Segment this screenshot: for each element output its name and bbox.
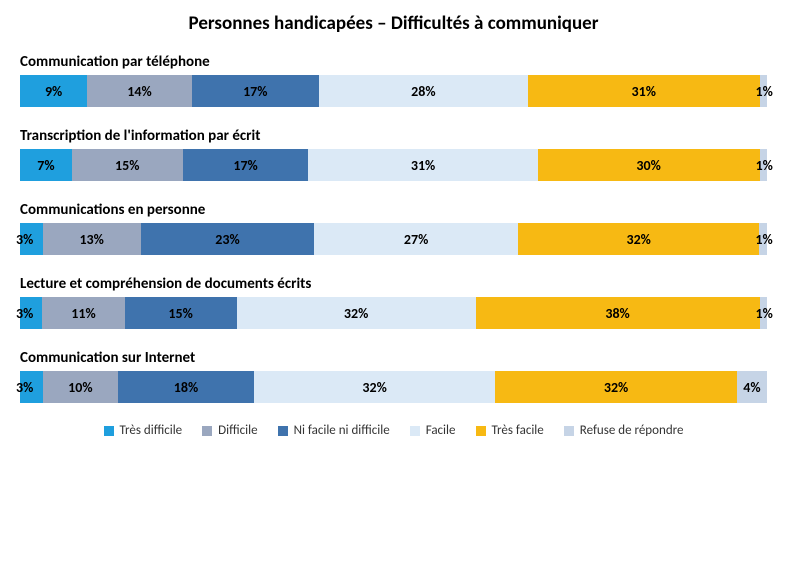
segment-value: 18% (174, 379, 198, 396)
chart-rows: Communication par téléphone 9% 14% 17% 28% 31… (20, 53, 767, 403)
bar-segment: 1% (760, 297, 767, 329)
segment-value: 13% (79, 231, 103, 248)
segment-value: 32% (604, 379, 628, 396)
stacked-bar: 3% 10% 18% 32% 32% 4% (20, 371, 767, 403)
legend-swatch (476, 426, 486, 436)
legend-item: Refuse de répondre (564, 423, 684, 438)
segment-value: 23% (215, 231, 239, 248)
chart-row: Communication sur Internet 3% 10% 18% 32% 32%… (20, 349, 767, 403)
segment-value: 31% (411, 157, 435, 174)
legend-swatch (278, 426, 288, 436)
legend-label: Très difficile (120, 423, 183, 438)
row-label: Transcription de l'information par écrit (20, 127, 767, 145)
stacked-bar: 3% 13% 23% 27% 32% 1% (20, 223, 767, 255)
segment-value: 17% (233, 157, 257, 174)
segment-value: 1% (756, 157, 773, 174)
chart-row: Communication par téléphone 9% 14% 17% 28% 31… (20, 53, 767, 107)
bar-segment: 13% (43, 223, 141, 255)
legend-item: Facile (410, 423, 456, 438)
segment-value: 31% (632, 83, 656, 100)
bar-segment: 38% (476, 297, 760, 329)
segment-value: 15% (168, 305, 192, 322)
row-label: Lecture et compréhension de documents éc… (20, 275, 767, 293)
legend-swatch (104, 426, 114, 436)
segment-value: 7% (37, 157, 54, 174)
bar-segment: 18% (118, 371, 254, 403)
segment-value: 1% (756, 305, 773, 322)
stacked-bar: 3% 11% 15% 32% 38% 1% (20, 297, 767, 329)
bar-segment: 1% (760, 149, 767, 181)
bar-segment: 15% (72, 149, 183, 181)
legend-item: Très facile (476, 423, 544, 438)
segment-value: 1% (756, 83, 773, 100)
segment-value: 14% (127, 83, 151, 100)
segment-value: 15% (115, 157, 139, 174)
bar-segment: 17% (192, 75, 319, 107)
chart-row: Lecture et compréhension de documents éc… (20, 275, 767, 329)
bar-segment: 32% (495, 371, 736, 403)
segment-value: 38% (605, 305, 629, 322)
stacked-bar: 7% 15% 17% 31% 30% 1% (20, 149, 767, 181)
legend-item: Ni facile ni difficile (278, 423, 390, 438)
legend-label: Facile (426, 423, 456, 438)
segment-value: 1% (755, 231, 772, 248)
bar-segment: 31% (528, 75, 760, 107)
legend-swatch (410, 426, 420, 436)
segment-value: 11% (71, 305, 95, 322)
legend-swatch (202, 426, 212, 436)
bar-segment: 4% (737, 371, 767, 403)
bar-segment: 7% (20, 149, 72, 181)
segment-value: 9% (45, 83, 62, 100)
legend-label: Difficile (218, 423, 257, 438)
chart-title: Personnes handicapées – Difficultés à co… (20, 12, 767, 35)
segment-value: 3% (16, 231, 33, 248)
bar-segment: 15% (125, 297, 237, 329)
row-label: Communications en personne (20, 201, 767, 219)
chart-row: Transcription de l'information par écrit… (20, 127, 767, 181)
legend-label: Ni facile ni difficile (294, 423, 390, 438)
stacked-bar-chart: Personnes handicapées – Difficultés à co… (0, 0, 787, 569)
bar-segment: 1% (759, 223, 767, 255)
bar-segment: 3% (20, 371, 43, 403)
legend-swatch (564, 426, 574, 436)
chart-row: Communications en personne 3% 13% 23% 27% 32%… (20, 201, 767, 255)
segment-value: 30% (636, 157, 660, 174)
bar-segment: 17% (183, 149, 309, 181)
legend-item: Difficile (202, 423, 257, 438)
segment-value: 17% (243, 83, 267, 100)
segment-value: 27% (404, 231, 428, 248)
bar-segment: 31% (308, 149, 537, 181)
bar-segment: 28% (319, 75, 528, 107)
bar-segment: 9% (20, 75, 87, 107)
row-label: Communication sur Internet (20, 349, 767, 367)
bar-segment: 30% (538, 149, 760, 181)
bar-segment: 11% (42, 297, 124, 329)
bar-segment: 32% (237, 297, 476, 329)
bar-segment: 1% (760, 75, 767, 107)
bar-segment: 3% (20, 223, 43, 255)
chart-legend: Très difficile Difficile Ni facile ni diff… (20, 423, 767, 438)
bar-segment: 3% (20, 297, 42, 329)
segment-value: 3% (16, 305, 33, 322)
stacked-bar: 9% 14% 17% 28% 31% 1% (20, 75, 767, 107)
legend-label: Refuse de répondre (580, 423, 684, 438)
row-label: Communication par téléphone (20, 53, 767, 71)
segment-value: 10% (68, 379, 92, 396)
segment-value: 4% (743, 379, 760, 396)
bar-segment: 27% (314, 223, 518, 255)
legend-item: Très difficile (104, 423, 183, 438)
bar-segment: 32% (254, 371, 495, 403)
segment-value: 32% (626, 231, 650, 248)
legend-label: Très facile (492, 423, 544, 438)
segment-value: 32% (344, 305, 368, 322)
bar-segment: 14% (87, 75, 192, 107)
bar-segment: 32% (518, 223, 759, 255)
segment-value: 28% (411, 83, 435, 100)
segment-value: 32% (362, 379, 386, 396)
segment-value: 3% (16, 379, 33, 396)
bar-segment: 10% (43, 371, 118, 403)
bar-segment: 23% (141, 223, 315, 255)
